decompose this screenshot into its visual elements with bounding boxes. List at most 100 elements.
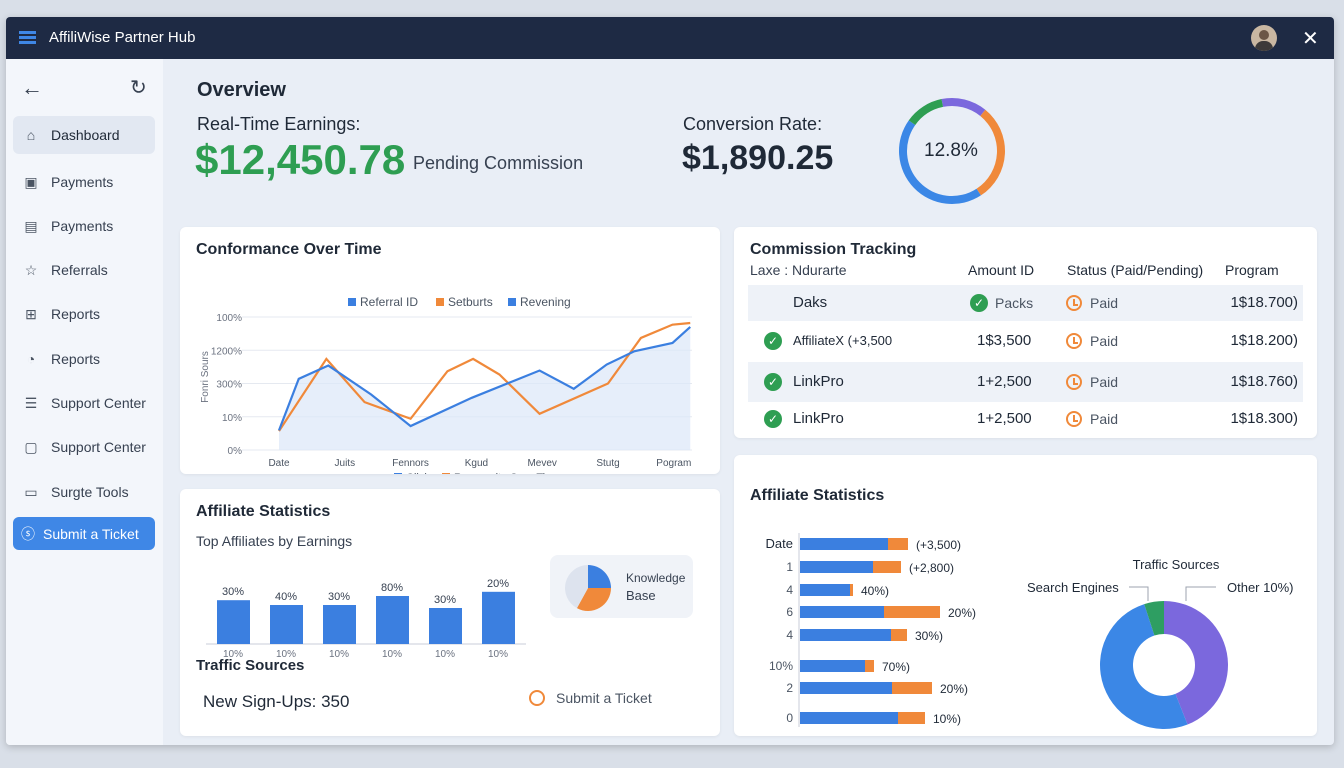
gauge-slice bbox=[899, 120, 981, 204]
legend-label: Revening bbox=[520, 295, 571, 309]
refresh-icon[interactable]: ↻ bbox=[130, 77, 147, 99]
y-axis-label: Fonri Sours bbox=[200, 351, 211, 403]
bar-label: 10%) bbox=[933, 712, 961, 726]
sidebar-item-label: Payments bbox=[51, 218, 114, 234]
sidebar: ← ↻ ⌂ Dashboard ▣ Payments ▤ Payments ☆ Refe… bbox=[6, 59, 163, 745]
legend-label: Clicks bbox=[406, 472, 436, 474]
bar-label: (+3,500) bbox=[916, 538, 961, 552]
bar-segment bbox=[884, 606, 940, 618]
legend-label: Referral ID bbox=[360, 295, 418, 309]
bar bbox=[376, 596, 409, 644]
legend-swatch bbox=[394, 473, 402, 474]
traffic-slice bbox=[1099, 604, 1188, 730]
knowledge-base-label: Base bbox=[626, 588, 656, 603]
table-row[interactable]: ✓ LinkPro 1+2,500 Paid 1$18.760) bbox=[748, 362, 1303, 402]
card-title: Commission Tracking bbox=[750, 241, 917, 258]
table-row[interactable]: Daks ✓ Packs Paid 1$18.700) bbox=[748, 285, 1303, 321]
program: 1$18.300) bbox=[1230, 410, 1298, 427]
sidebar-item-reports-2[interactable]: ◔ Reports bbox=[13, 340, 155, 378]
bar-label: (+2,800) bbox=[909, 561, 954, 575]
program: 1$18.760) bbox=[1230, 373, 1298, 390]
sidebar-item-support-center[interactable]: ☰ Support Center bbox=[13, 384, 155, 422]
traffic-slice bbox=[1144, 601, 1164, 636]
traffic-slice bbox=[1164, 601, 1228, 725]
bar-segment bbox=[800, 660, 865, 672]
x-tick-label: Kgud bbox=[465, 458, 488, 469]
top-affiliates-bar-chart: 30% 10% 40% 10% 30% 10% 80% 10% 30% 10% 20% 10% bbox=[206, 578, 526, 660]
chat-icon[interactable] bbox=[529, 690, 545, 706]
chat-icon: ▭ bbox=[24, 483, 38, 500]
knowledge-base-pie bbox=[565, 565, 611, 611]
home-icon: ⌂ bbox=[26, 127, 36, 143]
y-tick-label: 10% bbox=[222, 413, 242, 424]
file-icon: ▢ bbox=[24, 438, 38, 455]
col-header-program: Program bbox=[1225, 262, 1279, 278]
program: 1$18.700) bbox=[1230, 294, 1298, 311]
legend-swatch bbox=[436, 298, 444, 306]
sidebar-item-label: Reports bbox=[51, 351, 101, 367]
x-tick-label: 10% bbox=[329, 649, 349, 660]
sidebar-item-label: Submit a Ticket bbox=[43, 525, 139, 542]
earnings-value: $12,450.78 bbox=[195, 136, 406, 183]
back-icon[interactable]: ← bbox=[21, 75, 43, 100]
sidebar-item-label: Surgte Tools bbox=[51, 484, 129, 500]
table-row[interactable]: ✓ AffiliateX (+3,500 1$3,500 Paid 1$18.2… bbox=[748, 323, 1303, 359]
legend-swatch bbox=[508, 298, 516, 306]
leader-line bbox=[1185, 586, 1216, 601]
bar bbox=[270, 605, 303, 644]
knowledge-base-button[interactable]: Knowledge Base bbox=[550, 555, 693, 618]
bar-label: 20%) bbox=[940, 682, 968, 696]
x-tick-label: 10% bbox=[276, 649, 296, 660]
sidebar-item-referrals[interactable]: ☆ Referrals bbox=[13, 251, 155, 289]
bar-segment bbox=[800, 561, 873, 573]
sidebar-item-payments-2[interactable]: ▤ Payments bbox=[13, 207, 155, 245]
bar-label: 30% bbox=[434, 594, 456, 606]
gauge-slice bbox=[941, 98, 986, 116]
slice-label: Search Engines bbox=[1027, 580, 1119, 595]
area-fill bbox=[279, 326, 691, 450]
check-icon: ✓ bbox=[764, 373, 782, 391]
y-tick-label: 1 bbox=[786, 560, 793, 574]
card-title: Affiliate Statistics bbox=[196, 503, 331, 520]
bar bbox=[323, 605, 356, 644]
close-icon[interactable]: ✕ bbox=[1302, 28, 1319, 50]
traffic-sources-donut: Traffic Sources Search Engines Other 10%) bbox=[1027, 557, 1293, 730]
gauge-value: 12.8% bbox=[924, 140, 978, 161]
bar-label: 30% bbox=[328, 591, 350, 603]
y-tick-label: 0 bbox=[786, 711, 793, 725]
line-chart: 0% 10% 300% 1200% 100% Fonri Sours Date Juits Fe… bbox=[200, 295, 692, 474]
clock-icon bbox=[1066, 411, 1082, 427]
new-signups: New Sign-Ups: 350 bbox=[203, 692, 350, 711]
x-tick-label: Stutg bbox=[596, 458, 619, 469]
card-title: Conformance Over Time bbox=[196, 241, 382, 258]
earnings-label: Real-Time Earnings: bbox=[197, 114, 361, 134]
bar-label: 30%) bbox=[915, 629, 943, 643]
sidebar-item-label: Support Center bbox=[51, 439, 146, 455]
page-title: Overview bbox=[197, 79, 286, 101]
sidebar-item-reports[interactable]: ⊞ Reports bbox=[13, 295, 155, 333]
sidebar-item-support-center-2[interactable]: ▢ Support Center bbox=[13, 428, 155, 466]
program: 1$18.200) bbox=[1230, 332, 1298, 349]
sidebar-item-dashboard[interactable]: ⌂ Dashboard bbox=[13, 116, 155, 154]
pending-commission-label: Pending Commission bbox=[413, 153, 584, 173]
y-tick-label: 10% bbox=[769, 659, 793, 673]
y-tick-label: 300% bbox=[216, 380, 242, 391]
sidebar-item-label: Payments bbox=[51, 174, 114, 190]
sidebar-item-label: Support Center bbox=[51, 395, 146, 411]
status: Paid bbox=[1090, 374, 1119, 390]
card-title: Affiliate Statistics bbox=[750, 487, 885, 504]
conversion-label: Conversion Rate: bbox=[683, 114, 823, 134]
x-tick-label: 10% bbox=[223, 649, 243, 660]
y-tick-label: 2 bbox=[786, 681, 793, 695]
series-line bbox=[277, 326, 691, 431]
bar-segment bbox=[800, 538, 888, 550]
sidebar-item-payments[interactable]: ▣ Payments bbox=[13, 163, 155, 201]
table-row[interactable]: ✓ LinkPro 1+2,500 Paid 1$18.300) bbox=[748, 402, 1303, 438]
hamburger-icon[interactable] bbox=[19, 31, 36, 44]
submit-ticket-link[interactable]: Submit a Ticket bbox=[556, 690, 652, 706]
sidebar-item-tools[interactable]: ▭ Surgte Tools bbox=[13, 473, 155, 511]
bar bbox=[217, 600, 250, 644]
x-tick-label: Fennors bbox=[392, 458, 429, 469]
avatar[interactable] bbox=[1251, 25, 1277, 51]
sidebar-item-submit-ticket[interactable]: ⓢ Submit a Ticket bbox=[13, 517, 155, 550]
